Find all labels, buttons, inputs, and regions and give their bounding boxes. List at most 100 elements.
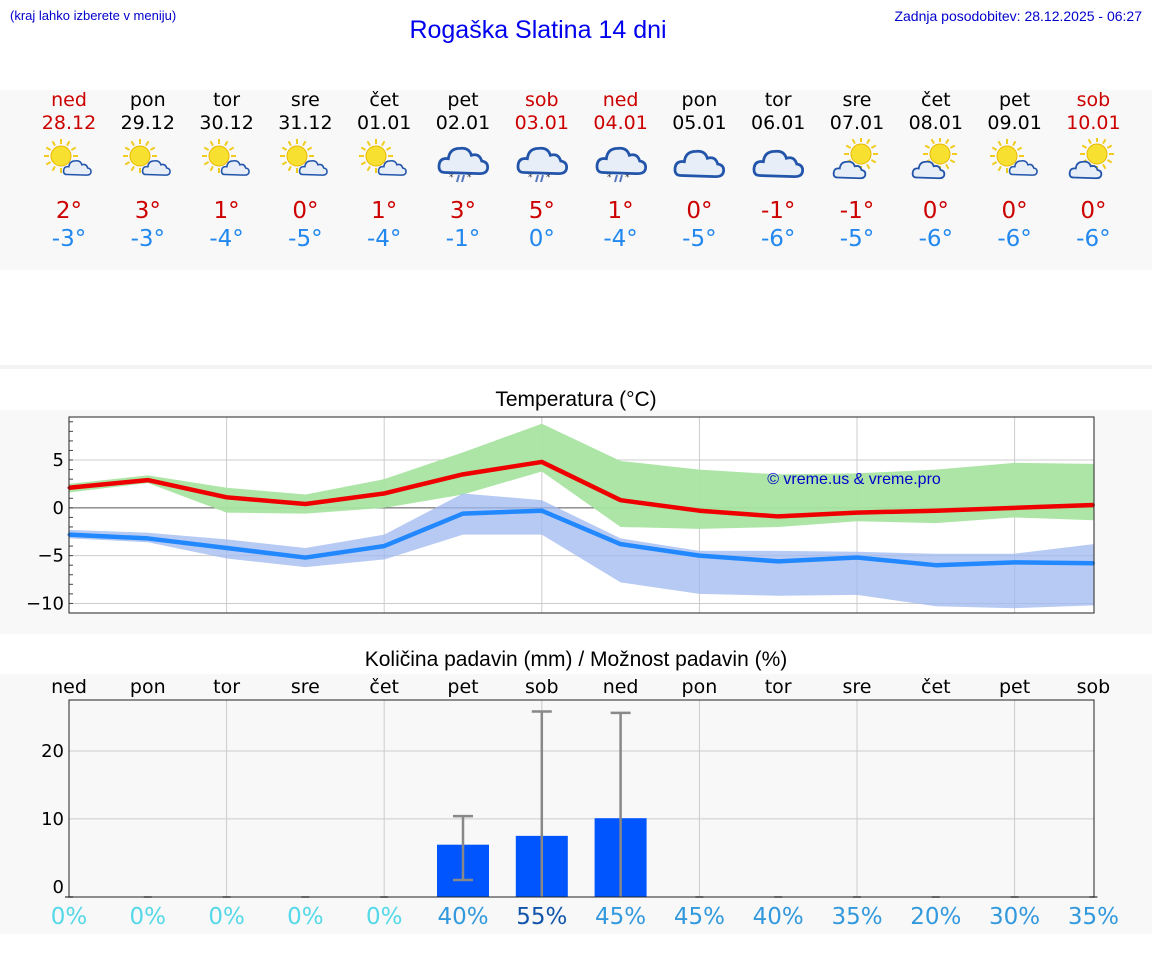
temp-max: 5°: [528, 198, 555, 224]
precip-day-label: sob: [525, 676, 559, 698]
day-date: 02.01: [435, 112, 491, 134]
precip-day-label: sre: [842, 676, 872, 698]
temp-max-point: [382, 491, 386, 495]
temp-max: 2°: [55, 198, 83, 224]
temp-max: 3°: [449, 198, 477, 224]
temp-min-point: [382, 544, 386, 548]
temp-min-point: [855, 556, 859, 560]
temp-max: 0°: [1001, 198, 1028, 224]
precip-probability: 0%: [287, 904, 324, 930]
precip-day-label: pet: [447, 676, 479, 698]
precip-probability: 0%: [129, 904, 167, 930]
temp-max-point: [697, 509, 701, 513]
sun-cloud-icon: [277, 138, 333, 188]
day-date: 29.12: [120, 112, 175, 134]
temp-min-point: [619, 542, 623, 546]
precip-day-label: ned: [602, 676, 639, 698]
temp-max: -1°: [760, 198, 796, 224]
precip-probability: 20%: [910, 904, 962, 930]
divider: [0, 365, 1152, 369]
sun-cloud-icon: [120, 138, 176, 188]
temp-min-point: [540, 509, 544, 513]
temp-min-range-band: [69, 493, 1094, 609]
precip-y-tick-label: 10: [41, 809, 64, 830]
temp-min: -3°: [51, 226, 87, 252]
temp-min: -5°: [839, 226, 875, 252]
temp-min-point: [934, 563, 938, 567]
precip-probability: 35%: [1067, 904, 1119, 930]
precip-day-label: pet: [998, 676, 1031, 698]
precip-probability: 45%: [673, 904, 725, 930]
precip-probability: 0%: [208, 904, 245, 930]
temp-max-point: [1013, 506, 1017, 510]
temp-max: 0°: [292, 198, 319, 224]
forecast-band: [0, 90, 1152, 270]
temp-max: 3°: [134, 198, 161, 224]
temp-max-point: [855, 511, 859, 515]
sun-cloud-icon: [987, 138, 1043, 188]
day-date: 30.12: [199, 112, 254, 134]
temp-y-tick-label: 0: [53, 498, 64, 519]
precip-day-label: čet: [369, 676, 399, 698]
temp-min-point: [225, 546, 229, 550]
svg-text:*: *: [607, 173, 612, 183]
temp-min: -5°: [682, 226, 717, 252]
temp-max: 1°: [607, 198, 634, 224]
page-title: Rogaška Slatina 14 dni: [409, 16, 667, 44]
watermark: © vreme.us & vreme.pro: [767, 471, 941, 488]
temp-max: 1°: [371, 198, 398, 224]
temp-max-point: [934, 509, 938, 513]
precip-day-label: sob: [1076, 676, 1111, 698]
temp-min: 0°: [528, 226, 555, 252]
day-date: 31.12: [278, 112, 333, 134]
precip-probability: 0%: [50, 904, 88, 930]
precip-probability: 35%: [831, 904, 883, 930]
day-name: pet: [447, 89, 479, 111]
precip-day-label: pon: [129, 676, 166, 698]
precip-plot-frame: [68, 699, 1095, 898]
day-name: sre: [290, 89, 320, 111]
temp-max-point: [540, 460, 544, 464]
cloud-icon: [750, 138, 806, 188]
temp-max-point: [619, 498, 623, 502]
day-name: pon: [681, 89, 718, 111]
temp-y-tick-label: −5: [37, 546, 64, 567]
last-update: Zadnja posodobitev: 28.12.2025 - 06:27: [894, 8, 1142, 24]
temp-min: -3°: [130, 226, 166, 252]
svg-text:*: *: [528, 173, 533, 183]
day-date: 28.12: [41, 112, 97, 134]
temp-min: -6°: [760, 226, 796, 252]
temp-max-point: [461, 472, 465, 476]
cloud-sun-icon: [908, 137, 964, 188]
precip-y-tick-label: 0: [53, 877, 64, 898]
day-name: čet: [921, 89, 951, 111]
day-date: 06.01: [750, 112, 806, 134]
temp-min-point: [776, 559, 780, 563]
temp-min-point: [303, 556, 307, 560]
temp-plot-frame: [68, 416, 1095, 614]
day-name: ned: [602, 89, 639, 111]
temp-min: -6°: [1076, 226, 1111, 252]
temp-min-point: [146, 536, 150, 540]
temp-max-point: [303, 502, 307, 506]
temp-min: -6°: [997, 226, 1032, 252]
day-date: 04.01: [593, 112, 648, 134]
precip-day-label: ned: [51, 676, 87, 698]
day-name: sre: [842, 89, 872, 111]
temp-max-point: [776, 514, 780, 518]
precip-probability: 40%: [437, 904, 489, 930]
temp-chart-title: Temperatura (°C): [495, 388, 657, 411]
day-date: 10.01: [1066, 112, 1121, 134]
day-name: pet: [998, 89, 1031, 111]
sun-cloud-icon: [356, 138, 412, 188]
cloud-icon: [671, 138, 727, 188]
day-date: 08.01: [908, 112, 963, 134]
sun-cloud-icon: [41, 138, 97, 188]
svg-text:*: *: [625, 173, 630, 183]
cloud-sun-icon: [1065, 137, 1121, 188]
day-name: ned: [51, 89, 87, 111]
precip-day-label: tor: [213, 676, 241, 698]
temp-min: -1°: [445, 226, 481, 252]
temp-min-point: [1013, 560, 1017, 564]
